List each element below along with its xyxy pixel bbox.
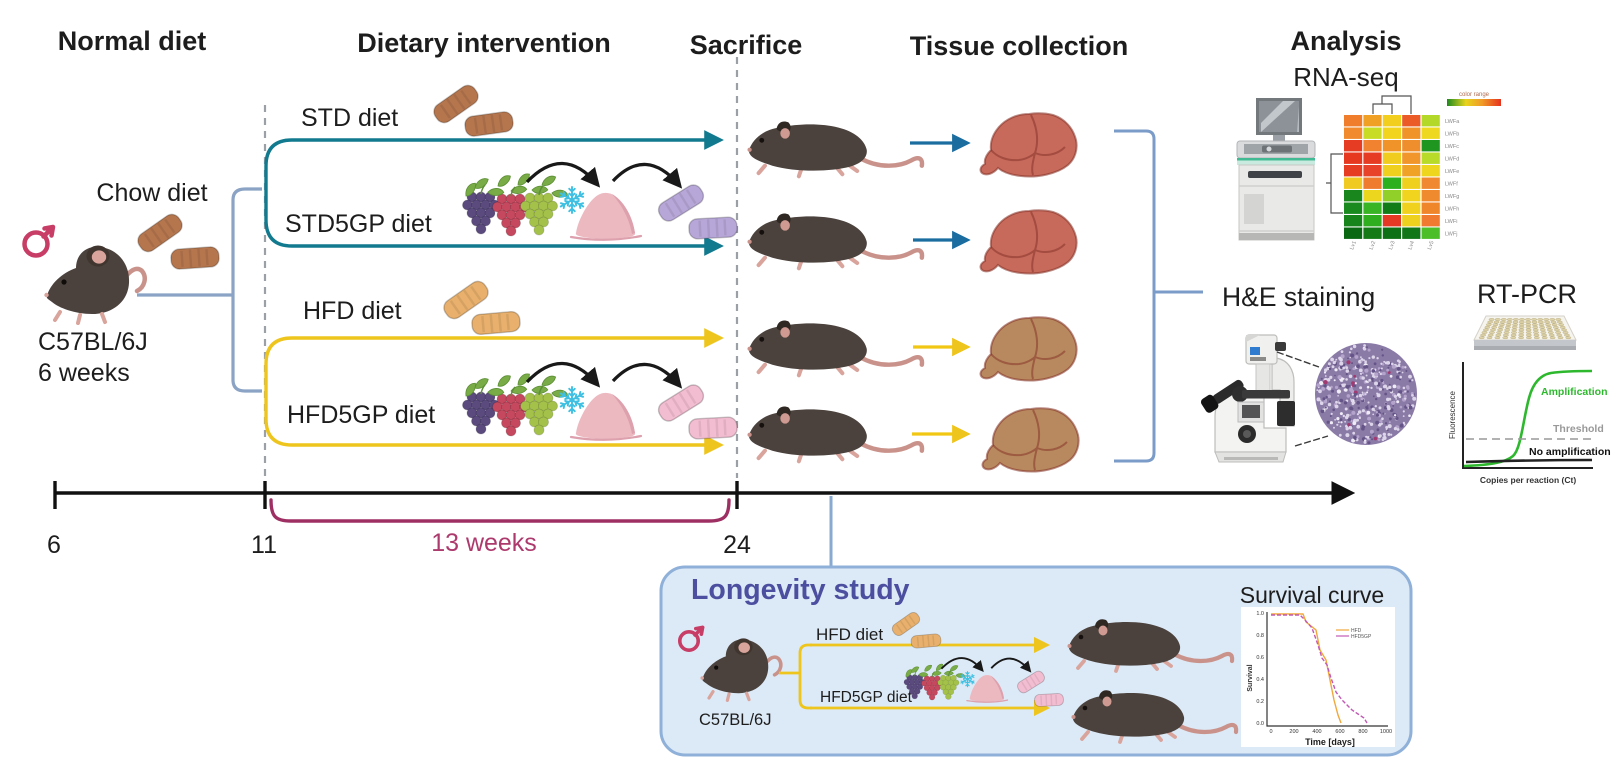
svg-text:LWFb: LWFb xyxy=(1445,132,1459,138)
svg-text:Longevity study: Longevity study xyxy=(691,574,910,606)
svg-text:1.0: 1.0 xyxy=(1256,611,1264,617)
svg-text:LWFg: LWFg xyxy=(1445,194,1459,200)
svg-text:Chow diet: Chow diet xyxy=(96,179,207,207)
svg-text:Survival curve: Survival curve xyxy=(1240,582,1384,608)
svg-text:Lv4: Lv4 xyxy=(1407,240,1416,250)
svg-text:Sacrifice: Sacrifice xyxy=(690,30,803,60)
svg-text:RT-PCR: RT-PCR xyxy=(1477,279,1577,309)
svg-text:0.0: 0.0 xyxy=(1256,721,1264,727)
svg-text:Fluorescence: Fluorescence xyxy=(1448,390,1457,439)
svg-text:HFD5GP: HFD5GP xyxy=(1351,634,1372,640)
svg-text:C57BL/6J: C57BL/6J xyxy=(699,711,771,729)
svg-text:color range: color range xyxy=(1459,92,1490,98)
svg-text:RNA-seq: RNA-seq xyxy=(1293,62,1398,92)
svg-text:0.4: 0.4 xyxy=(1256,677,1264,683)
svg-text:HFD diet: HFD diet xyxy=(816,625,883,644)
svg-text:LWFh: LWFh xyxy=(1445,207,1459,213)
svg-text:Analysis: Analysis xyxy=(1290,26,1401,56)
svg-text:0: 0 xyxy=(1269,729,1272,735)
svg-text:C57BL/6J: C57BL/6J xyxy=(38,328,148,356)
svg-text:800: 800 xyxy=(1358,729,1367,735)
svg-text:LWFi: LWFi xyxy=(1445,219,1457,225)
svg-text:H&E staining: H&E staining xyxy=(1222,282,1375,312)
svg-text:Lv2: Lv2 xyxy=(1369,240,1378,250)
svg-text:Dietary intervention: Dietary intervention xyxy=(357,28,611,58)
svg-text:Lv3: Lv3 xyxy=(1388,240,1397,250)
svg-text:24: 24 xyxy=(723,531,751,559)
svg-text:No amplification: No amplification xyxy=(1529,446,1611,458)
svg-text:200: 200 xyxy=(1289,729,1298,735)
svg-text:HFD5GP diet: HFD5GP diet xyxy=(820,689,913,706)
svg-text:STD5GP diet: STD5GP diet xyxy=(285,210,432,238)
svg-text:STD diet: STD diet xyxy=(301,104,398,132)
svg-text:6: 6 xyxy=(47,531,61,559)
svg-text:1000: 1000 xyxy=(1380,729,1392,735)
svg-text:LWFa: LWFa xyxy=(1445,119,1460,125)
svg-text:Amplification: Amplification xyxy=(1541,386,1608,398)
svg-text:Copies per reaction (Ct): Copies per reaction (Ct) xyxy=(1480,475,1577,485)
svg-text:LWFd: LWFd xyxy=(1445,157,1459,163)
svg-text:LWFc: LWFc xyxy=(1445,144,1459,150)
svg-text:13 weeks: 13 weeks xyxy=(431,529,537,557)
svg-text:LWFj: LWFj xyxy=(1445,232,1457,238)
svg-text:HFD diet: HFD diet xyxy=(303,297,402,325)
svg-text:Lv1: Lv1 xyxy=(1349,240,1358,250)
svg-text:LWFf: LWFf xyxy=(1445,182,1458,188)
svg-text:Time [days]: Time [days] xyxy=(1305,737,1355,747)
svg-text:HFD: HFD xyxy=(1351,628,1362,634)
svg-text:0.8: 0.8 xyxy=(1256,633,1264,639)
svg-text:11: 11 xyxy=(251,531,277,559)
svg-text:HFD5GP diet: HFD5GP diet xyxy=(287,401,435,429)
svg-text:6 weeks: 6 weeks xyxy=(38,359,130,387)
svg-text:400: 400 xyxy=(1312,729,1321,735)
svg-text:Lv5: Lv5 xyxy=(1427,240,1436,250)
svg-text:0.6: 0.6 xyxy=(1256,655,1264,661)
svg-text:0.2: 0.2 xyxy=(1256,699,1264,705)
svg-text:Survival: Survival xyxy=(1247,664,1254,691)
svg-text:Normal diet: Normal diet xyxy=(58,26,207,56)
svg-text:Tissue collection: Tissue collection xyxy=(910,31,1129,61)
svg-text:LWFe: LWFe xyxy=(1445,169,1459,175)
svg-text:Threshold: Threshold xyxy=(1553,423,1604,435)
svg-text:600: 600 xyxy=(1335,729,1344,735)
